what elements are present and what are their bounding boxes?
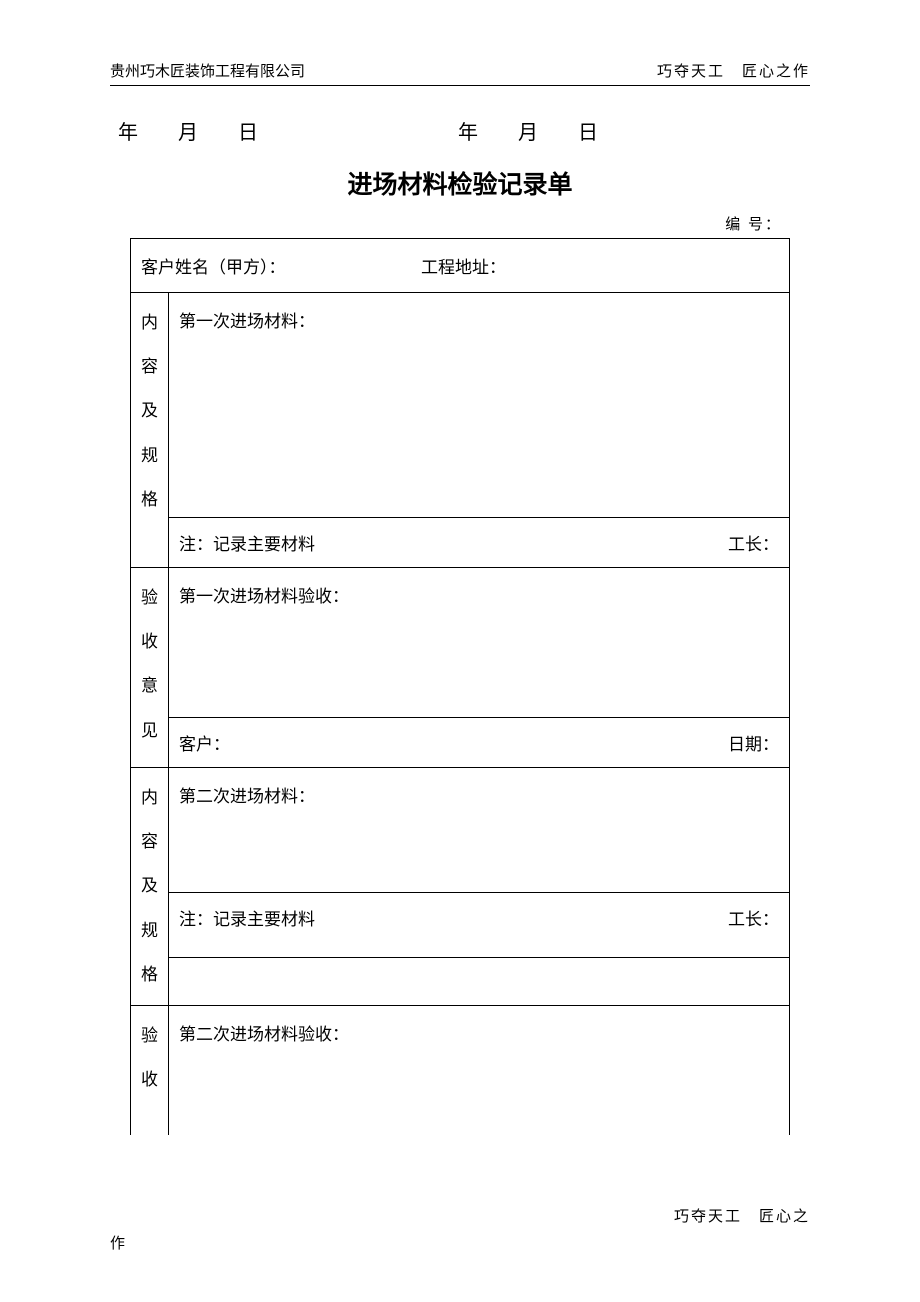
- company-name: 贵州巧木匠装饰工程有限公司: [110, 60, 305, 81]
- first-acceptance-label: 第一次进场材料验收：: [179, 587, 349, 606]
- section4-vertical-label: 验收: [131, 1005, 169, 1135]
- section4-content-row: 验收 第二次进场材料验收：: [131, 1005, 790, 1135]
- section2-customer-label: 客户：: [179, 730, 559, 755]
- project-address-label: 工程地址：: [421, 253, 506, 278]
- section2-date-label: 日期：: [728, 730, 779, 755]
- customer-row: 客户姓名（甲方）： 工程地址：: [131, 239, 790, 293]
- inspection-form-table: 客户姓名（甲方）： 工程地址： 内容及规格 第一次进场材料： 注：记录主要材料 …: [130, 238, 790, 1135]
- section2-sign-row: 客户： 日期：: [131, 718, 790, 768]
- section1-note-row: 注：记录主要材料 工长：: [131, 518, 790, 568]
- section2-content-row: 验收意见 第一次进场材料验收：: [131, 568, 790, 718]
- customer-name-label: 客户姓名（甲方）：: [141, 253, 421, 278]
- day-label-1: 日: [238, 116, 258, 145]
- section3-content-row: 内容及规格 第二次进场材料：: [131, 768, 790, 893]
- footer-slogan-right: 巧夺天工 匠心之: [674, 1205, 810, 1226]
- section3-note-row: 注：记录主要材料 工长：: [131, 893, 790, 958]
- section3-blank-row: [131, 957, 790, 1005]
- section3-note-label: 注：记录主要材料: [179, 905, 559, 930]
- date-slot-right: 年 月 日: [458, 116, 598, 145]
- section1-vertical-label: 内容及规格: [131, 293, 169, 568]
- section1-foreman-label: 工长：: [728, 530, 779, 555]
- section3-vertical-label: 内容及规格: [131, 768, 169, 1006]
- page-header: 贵州巧木匠装饰工程有限公司 巧夺天工 匠心之作: [110, 60, 810, 86]
- section1-content-row: 内容及规格 第一次进场材料：: [131, 293, 790, 518]
- second-acceptance-label: 第二次进场材料验收：: [179, 1025, 349, 1044]
- second-material-label: 第二次进场材料：: [179, 787, 315, 806]
- page-title: 进场材料检验记录单: [110, 165, 810, 201]
- date-slot-left: 年 月 日: [118, 116, 258, 145]
- date-row: 年 月 日 年 月 日: [110, 116, 810, 145]
- year-label-2: 年: [458, 116, 478, 145]
- footer-slogan-left: 作: [110, 1226, 810, 1253]
- section3-foreman-label: 工长：: [728, 905, 779, 930]
- month-label-1: 月: [178, 116, 198, 145]
- form-number-label: 编 号：: [110, 213, 810, 234]
- first-material-label: 第一次进场材料：: [179, 312, 315, 331]
- day-label-2: 日: [578, 116, 598, 145]
- year-label-1: 年: [118, 116, 138, 145]
- section1-note-label: 注：记录主要材料: [179, 530, 559, 555]
- company-slogan: 巧夺天工 匠心之作: [657, 60, 810, 81]
- month-label-2: 月: [518, 116, 538, 145]
- page-footer: 巧夺天工 匠心之 作: [110, 1205, 810, 1253]
- section2-vertical-label: 验收意见: [131, 568, 169, 768]
